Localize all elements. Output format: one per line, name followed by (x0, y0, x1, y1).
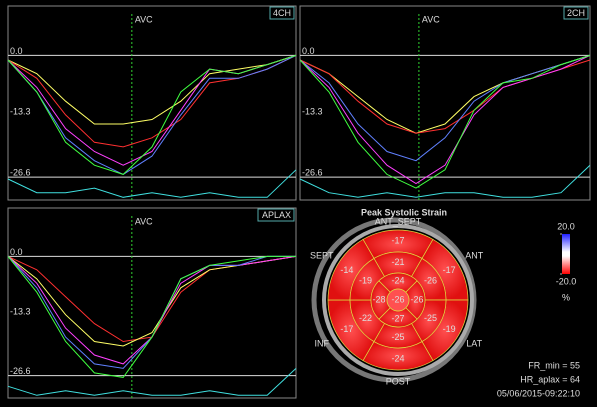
segment-value: -21 (391, 257, 404, 267)
strain-curve (299, 54, 591, 189)
strain-curve (7, 54, 297, 125)
view-label-box (257, 208, 295, 222)
y-tick-label: 0.0 (302, 46, 315, 56)
info-text: FR_min = 55 (528, 360, 580, 370)
segment-value: -17 (443, 265, 456, 275)
view-label-box (563, 6, 589, 20)
wall-label: LAT (466, 338, 482, 348)
segment-value: -24 (391, 275, 404, 285)
panel-frame (299, 5, 591, 201)
view-label: 4CH (273, 8, 291, 18)
segment-value: -26 (391, 294, 404, 304)
segment (386, 288, 410, 312)
strain-curve (7, 54, 297, 175)
strain-curve (299, 164, 591, 198)
segment-value: -14 (340, 265, 353, 275)
segment-value: -26 (410, 294, 423, 304)
segment-value: -19 (443, 324, 456, 334)
bullseye-title: Peak Systolic Strain (361, 207, 447, 217)
y-tick-label: -26.6 (302, 167, 323, 177)
segment-value: -27 (391, 313, 404, 323)
panel-frame (7, 5, 297, 201)
avc-label: AVC (135, 14, 153, 24)
view-label: 2CH (567, 8, 585, 18)
segment-value: -17 (340, 324, 353, 334)
segment-value: -28 (372, 294, 385, 304)
wall-label: ANT_SEPT (375, 216, 422, 226)
y-tick-label: -26.6 (10, 366, 31, 376)
segment-value: -24 (391, 353, 404, 363)
view-label-box (269, 6, 295, 20)
panel-frame (7, 207, 297, 399)
segment-value: -22 (359, 313, 372, 323)
strain-curve (7, 54, 297, 175)
wall-label: POST (386, 376, 411, 386)
strain-curve (299, 54, 591, 162)
y-tick-label: -26.6 (10, 167, 31, 177)
strain-curve (7, 368, 297, 396)
strain-curve (7, 255, 296, 378)
colorbar-label: 20.0 (557, 221, 575, 231)
segment-value: -19 (359, 276, 372, 286)
wall-label: SEPT (310, 250, 334, 260)
strain-curve (299, 54, 591, 185)
y-tick-label: -13.3 (302, 107, 323, 117)
outer-ring (322, 224, 474, 376)
avc-label: AVC (135, 216, 153, 226)
info-text: HR_aplax = 64 (520, 374, 580, 384)
segment-value: -25 (391, 332, 404, 342)
segment-value: -17 (391, 235, 404, 245)
y-tick-label: -13.3 (10, 306, 31, 316)
y-tick-label: 0.0 (10, 247, 23, 257)
colorbar (562, 234, 570, 274)
colorbar-label: -20.0 (556, 276, 577, 286)
wall-label: ANT (465, 250, 484, 260)
y-tick-label: 0.0 (10, 46, 23, 56)
colorbar-unit: % (562, 292, 570, 302)
view-label: APLAX (262, 210, 291, 220)
info-text: 05/06/2015-09:22:10 (497, 388, 580, 398)
segment-value: -25 (424, 313, 437, 323)
wall-label: INF (315, 338, 330, 348)
segment-value: -26 (424, 276, 437, 286)
y-tick-label: -13.3 (10, 107, 31, 117)
strain-curve (7, 169, 297, 198)
avc-label: AVC (422, 14, 440, 24)
